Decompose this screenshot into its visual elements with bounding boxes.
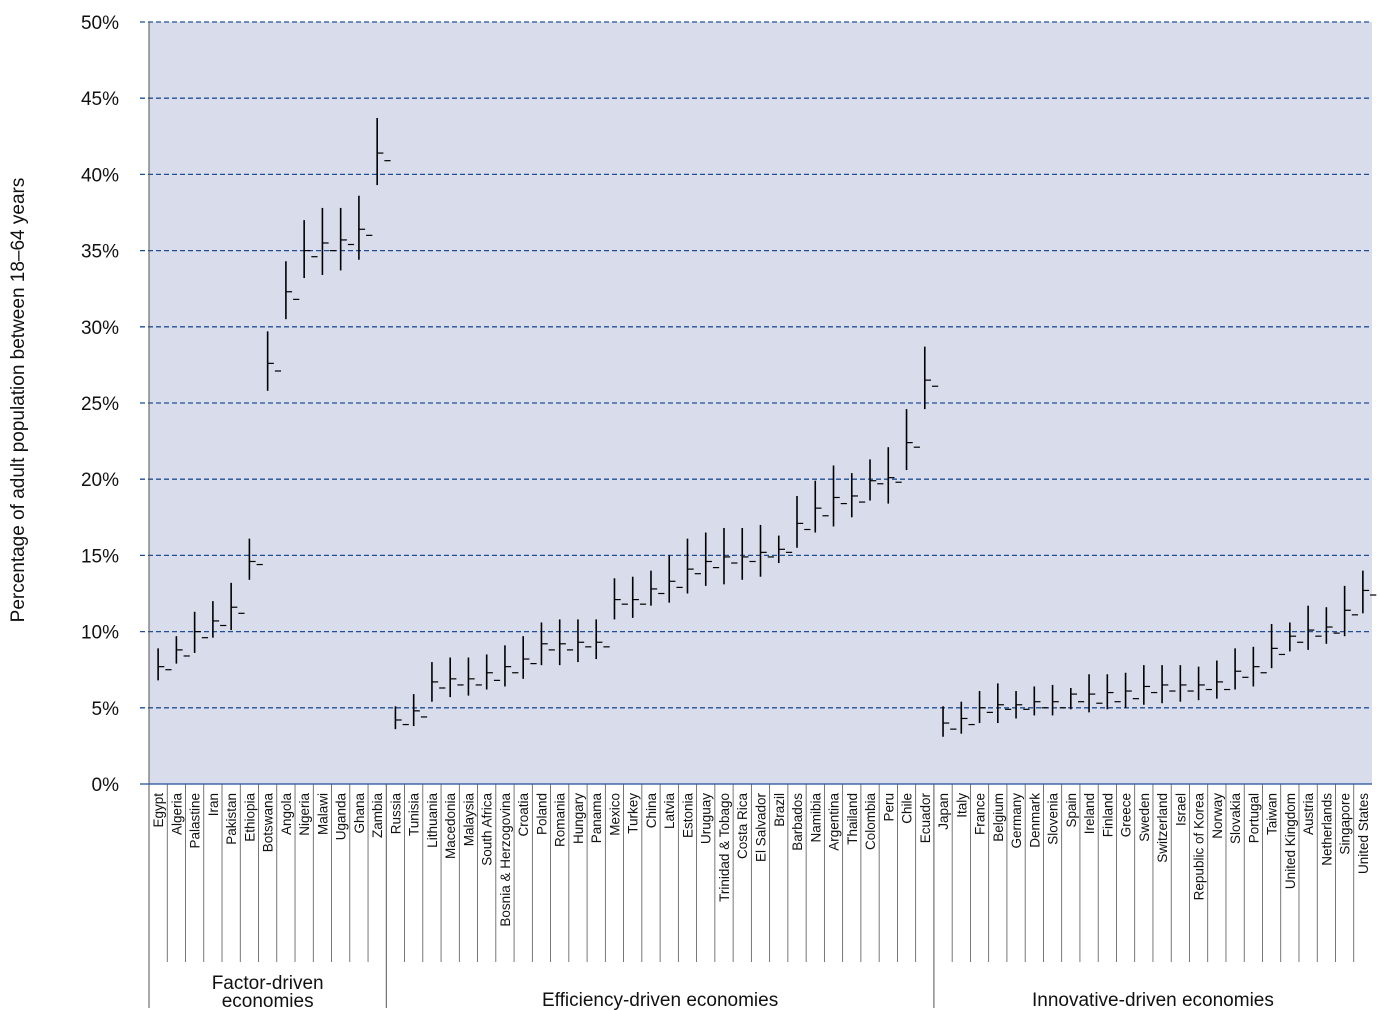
x-tick-label: El Salvador	[754, 793, 769, 863]
x-tick-label: Latvia	[662, 793, 677, 830]
x-tick-label: Egypt	[151, 793, 166, 828]
x-tick-label: Spain	[1064, 793, 1079, 828]
x-tick-label: Ethiopia	[242, 793, 257, 842]
x-tick-label: Uganda	[334, 793, 349, 841]
y-tick-label: 20%	[81, 470, 119, 491]
x-tick-label: Algeria	[169, 793, 184, 836]
x-tick-label: Iran	[206, 793, 221, 816]
x-tick-label: France	[973, 793, 988, 835]
y-axis-ticks: 0% 5% 10% 15% 20% 25% 30% 35% 40% 45% 50%	[81, 13, 119, 796]
y-tick-label: 30%	[81, 318, 119, 339]
y-axis-label: Percentage of adult population between 1…	[8, 178, 29, 623]
x-tick-label: United States	[1356, 793, 1371, 874]
x-tick-label: Lithuania	[425, 793, 440, 848]
x-tick-label: Botswana	[261, 793, 276, 853]
y-tick-label: 0%	[92, 775, 120, 796]
x-tick-label: Ghana	[352, 793, 367, 834]
x-tick-label: Colombia	[863, 793, 878, 851]
x-tick-label: Namibia	[808, 793, 823, 843]
gridlines	[140, 21, 1372, 785]
x-tick-label: China	[644, 793, 659, 829]
x-tick-label: Italy	[954, 793, 969, 818]
x-tick-label: Chile	[900, 793, 915, 824]
y-tick-label: 35%	[81, 242, 119, 263]
x-tick-label: Denmark	[1027, 793, 1042, 848]
x-tick-label: United Kingdom	[1283, 793, 1298, 889]
x-tick-label: Trinidad & Tobago	[717, 793, 732, 902]
x-tick-label: Thailand	[845, 793, 860, 845]
x-tick-label: Tunisia	[407, 793, 422, 837]
x-tick-label: Austria	[1301, 793, 1316, 836]
data-marks	[157, 118, 1377, 737]
x-tick-label: Netherlands	[1319, 793, 1334, 866]
x-tick-label: Portugal	[1246, 793, 1261, 843]
group-label: Efficiency-driven economies	[542, 990, 778, 1010]
x-tick-label: Barbados	[790, 793, 805, 851]
x-tick-label: Panama	[589, 793, 604, 844]
x-axis: Egypt Algeria Palastine Iran Pakistan Ethiopi…	[148, 22, 1371, 1010]
group-label: Innovative-driven economies	[1032, 990, 1274, 1010]
x-tick-label: Malawi	[315, 793, 330, 835]
x-tick-label: Mexico	[607, 793, 622, 836]
x-tick-label: Singapore	[1338, 793, 1353, 855]
y-tick-label: 10%	[81, 623, 119, 644]
x-tick-label: Zambia	[370, 793, 385, 839]
x-tick-label: Brazil	[772, 793, 787, 827]
x-tick-label: Malaysia	[461, 793, 476, 847]
x-tick-label: Ireland	[1082, 793, 1097, 834]
x-tick-label: Hungary	[571, 793, 586, 844]
x-tick-label: Japan	[936, 793, 951, 830]
x-tick-label: Romania	[553, 793, 568, 848]
x-tick-label: Slovenia	[1046, 793, 1061, 845]
x-tick-label: Bosnia & Herzogovina	[498, 793, 513, 927]
x-tick-label: Turkey	[626, 793, 641, 834]
x-tick-label: South Africa	[480, 793, 495, 866]
x-tick-label: Poland	[534, 793, 549, 835]
x-tick-label: Belgium	[991, 793, 1006, 842]
x-tick-label: Uruguay	[699, 793, 714, 844]
x-tick-label: Angola	[279, 793, 294, 836]
y-tick-label: 25%	[81, 394, 119, 415]
x-tick-label: Slovakia	[1228, 793, 1243, 845]
y-tick-label: 15%	[81, 546, 119, 567]
x-tick-label: Norway	[1210, 793, 1225, 839]
x-tick-label: Taiwan	[1265, 793, 1280, 835]
group-label: economies	[222, 991, 314, 1010]
x-tick-label: Greece	[1119, 793, 1134, 837]
x-tick-label: Costa Rica	[735, 793, 750, 860]
y-tick-label: 45%	[81, 89, 119, 110]
x-tick-label: Nigeria	[297, 793, 312, 836]
x-tick-label: Ecuador	[918, 793, 933, 844]
x-tick-label: Republic of Korea	[1192, 793, 1207, 901]
x-tick-label: Finland	[1100, 793, 1115, 837]
y-tick-label: 40%	[81, 165, 119, 186]
x-tick-label: Switzerland	[1155, 793, 1170, 863]
x-tick-label: Russia	[388, 793, 403, 835]
x-tick-label: Croatia	[516, 793, 531, 837]
y-tick-label: 50%	[81, 13, 119, 34]
x-tick-label: Palastine	[188, 793, 203, 849]
x-tick-label: Israel	[1173, 793, 1188, 826]
x-tick-label: Peru	[881, 793, 896, 822]
x-tick-label: Germany	[1009, 793, 1024, 849]
x-tick-label: Pakistan	[224, 793, 239, 845]
y-tick-label: 5%	[92, 699, 120, 720]
x-tick-label: Argentina	[827, 793, 842, 851]
x-tick-label: Macedonia	[443, 793, 458, 860]
x-tick-label: Estonia	[680, 793, 695, 839]
group-label: Factor-driven	[212, 973, 324, 994]
x-tick-label: Sweden	[1137, 793, 1152, 842]
